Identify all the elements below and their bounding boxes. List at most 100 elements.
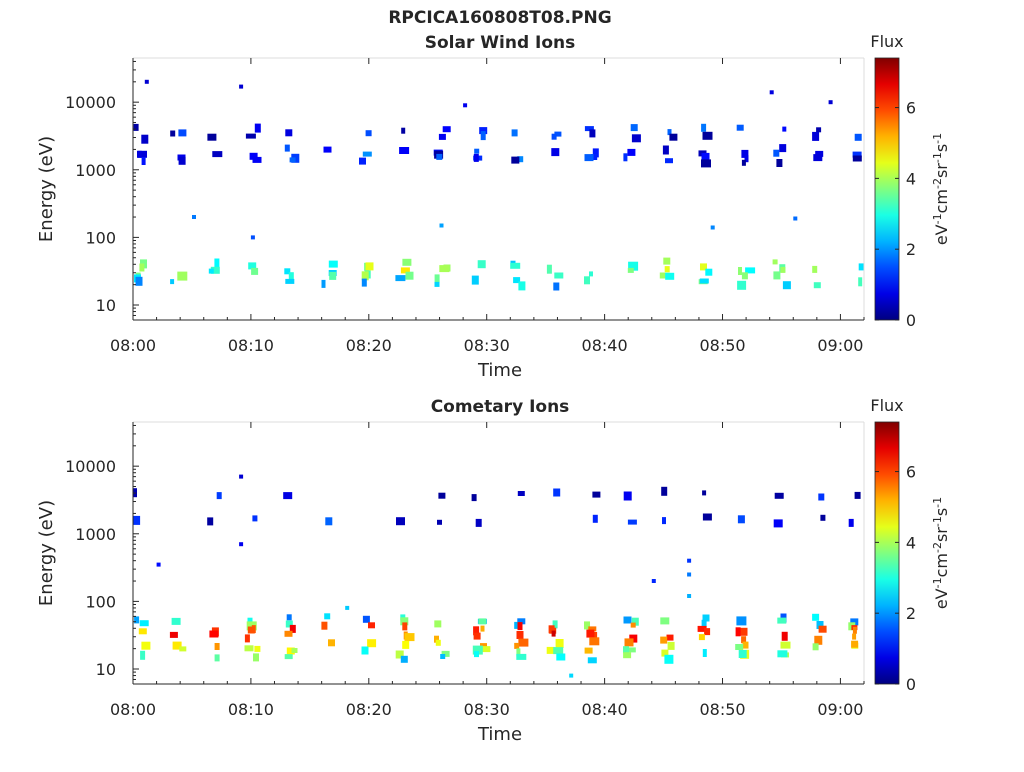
spectrogram-cell (289, 624, 296, 633)
spectrogram-cell (405, 271, 414, 280)
spectrogram-cell (592, 491, 601, 498)
spectrogram-cell (773, 149, 780, 157)
spectrogram-cell (850, 618, 859, 626)
colorbar-unit-label: eV-1cm-2sr-1s-1 (931, 497, 952, 609)
spectrogram-cell (774, 492, 784, 499)
spectrogram-cell (852, 633, 857, 640)
spectrogram-cell (737, 515, 745, 524)
y-tick-label: 1000 (75, 525, 116, 544)
spectrogram-cell (171, 617, 181, 625)
spectrogram-cell (288, 272, 294, 280)
cometary-ylabel: Energy (eV) (36, 500, 57, 606)
spectrogram-cell (556, 653, 566, 661)
solar-wind-ylabel: Energy (eV) (36, 136, 57, 242)
spectrogram-cell (209, 630, 219, 638)
spectrogram-cell (141, 134, 149, 144)
spectrogram-cell (659, 272, 670, 279)
spectrogram-cell (396, 517, 405, 526)
spectrogram-cell (178, 156, 186, 165)
spectrogram-cell (662, 517, 666, 525)
spectrogram-cell (321, 621, 328, 630)
spectrogram-cell (554, 131, 562, 137)
spectrogram-cell (589, 637, 600, 646)
spectrogram-point (687, 558, 692, 563)
spectrogram-cell (665, 158, 673, 164)
spectrogram-cell (852, 155, 862, 162)
spectrogram-cell (135, 276, 143, 286)
figure-title: RPCICA160808T08.PNG (388, 8, 611, 28)
spectrogram-cell (402, 258, 412, 266)
spectrogram-cell (741, 636, 747, 644)
spectrogram-cell (741, 159, 746, 166)
spectrogram-cell (134, 616, 140, 624)
spectrogram-cell (851, 640, 859, 648)
spectrogram-cell (473, 632, 481, 640)
x-tick-label: 08:40 (582, 700, 628, 719)
spectrogram-cell (854, 133, 862, 141)
spectrogram-cell (480, 131, 486, 141)
spectrogram-cell (551, 148, 560, 157)
spectrogram-cell (773, 271, 781, 280)
spectrogram-point (439, 223, 444, 228)
x-tick-label: 08:20 (346, 336, 392, 355)
spectrogram-cell (474, 651, 479, 658)
spectrogram-cell (780, 641, 791, 649)
colorbar-tick-label: 2 (906, 604, 916, 623)
spectrogram-cell (434, 620, 442, 628)
spectrogram-cell (745, 267, 756, 274)
spectrogram-cell (359, 157, 366, 165)
spectrogram-cell (741, 272, 748, 280)
spectrogram-cell (138, 628, 147, 635)
spectrogram-cell (285, 278, 295, 284)
spectrogram-cell (705, 268, 713, 276)
colorbar-tick-label: 2 (906, 240, 916, 259)
spectrogram-cell (736, 124, 744, 131)
spectrogram-cell (478, 618, 487, 625)
spectrogram-cell (367, 639, 377, 648)
spectrogram-cell (626, 647, 636, 653)
spectrogram-cell (591, 154, 598, 160)
spectrogram-cell (660, 636, 668, 644)
spectrogram-cell (442, 126, 451, 133)
spectrogram-cell (473, 153, 479, 162)
spectrogram-cell (662, 145, 669, 155)
spectrogram-cell (289, 157, 296, 163)
x-tick-label: 08:50 (699, 336, 745, 355)
spectrogram-cell (858, 277, 863, 287)
y-tick-label: 10 (96, 660, 116, 679)
spectrogram-point (710, 225, 715, 230)
spectrogram-cell (284, 630, 293, 637)
spectrogram-cell (284, 144, 290, 152)
spectrogram-cell (291, 648, 298, 653)
spectrogram-cell (254, 645, 261, 652)
spectrogram-cell (434, 635, 439, 643)
spectrogram-cell (661, 486, 668, 496)
spectrogram-cell (404, 633, 415, 642)
spectrogram-point (651, 579, 656, 583)
spectrogram-cell (584, 621, 590, 630)
spectrogram-cell (666, 634, 674, 641)
x-tick-label: 08:50 (699, 700, 745, 719)
spectrogram-cell (514, 621, 521, 629)
spectrogram-point (250, 235, 255, 240)
spectrogram-cell (516, 648, 521, 657)
spectrogram-cell (511, 156, 520, 164)
spectrogram-cell (137, 150, 147, 158)
spectrogram-cell (510, 262, 521, 269)
spectrogram-cell (284, 654, 293, 660)
spectrogram-cell (361, 271, 369, 281)
spectrogram-cell (435, 639, 441, 646)
spectrogram-cell (474, 148, 480, 154)
spectrogram-cell (737, 280, 747, 290)
spectrogram-cell (702, 490, 707, 496)
spectrogram-cell (667, 129, 672, 136)
spectrogram-cell (623, 616, 632, 624)
y-tick-label: 100 (85, 228, 116, 247)
spectrogram-cell (553, 282, 560, 291)
spectrogram-cell (623, 153, 628, 162)
spectrogram-point (793, 216, 798, 221)
spectrogram-cell (623, 491, 632, 501)
spectrogram-cell (400, 267, 410, 274)
spectrogram-cell (141, 641, 151, 650)
spectrogram-cell (246, 621, 257, 631)
